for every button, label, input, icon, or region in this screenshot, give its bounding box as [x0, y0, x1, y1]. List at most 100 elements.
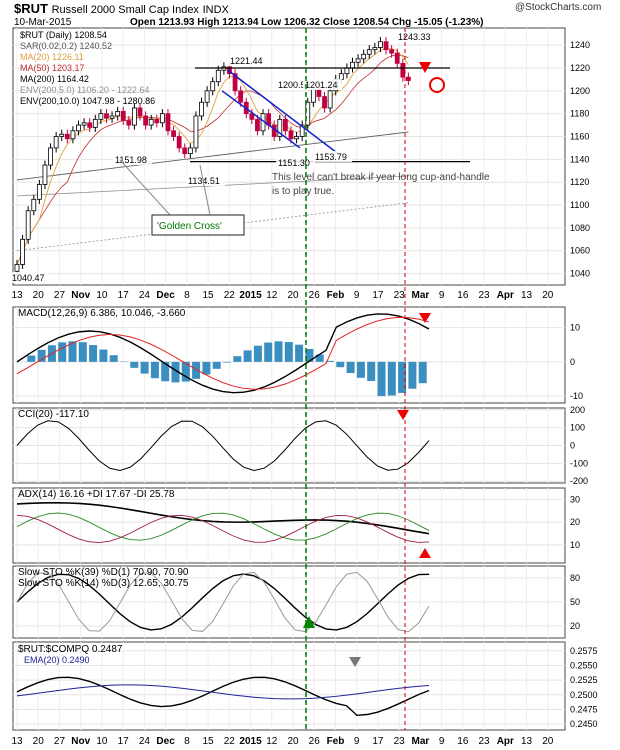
macd-hist-bar: [377, 361, 386, 397]
candle-body: [20, 238, 25, 265]
legend-adx: ADX(14) 16.16 +DI 17.67 -DI 25.78: [18, 489, 175, 500]
ytick-cci: 200: [570, 405, 585, 415]
xtick-top: 10: [96, 290, 108, 301]
candle-body: [327, 90, 333, 109]
price-label: 1200.52: [278, 80, 311, 90]
channel-lower: [221, 90, 301, 149]
xtick-bottom: 8: [184, 736, 190, 747]
highlight-circle: [429, 77, 445, 93]
ytick-price: 1220: [570, 63, 590, 73]
candle-body: [372, 47, 378, 51]
price-label-bg: [276, 79, 315, 90]
rel-line: [16, 676, 430, 717]
xtick-bottom: Dec: [156, 736, 175, 747]
golden-cross-label: 'Golden Cross': [157, 221, 222, 232]
ytick-adx: 10: [570, 540, 580, 550]
macd-hist-bar: [150, 361, 159, 379]
ytick-price: 1200: [570, 86, 590, 96]
xtick-top: 2015: [239, 290, 262, 301]
ytick-rel: 0.2475: [570, 704, 598, 714]
candle-body: [104, 113, 109, 119]
minus-di-line: [16, 514, 430, 543]
xtick-bottom: 17: [118, 736, 130, 747]
xtick-top: 23: [479, 290, 491, 301]
xtick-top: 15: [203, 290, 215, 301]
candle-body: [76, 124, 81, 132]
price-label: 1243.33: [398, 32, 431, 42]
candle-body: [238, 90, 244, 103]
ytick-sto: 20: [570, 621, 580, 631]
macd-hist-bar: [367, 361, 376, 382]
price-label: 1153.79: [315, 152, 347, 162]
legend-main-3: MA(50) 1203.17: [20, 63, 85, 73]
candle-body: [210, 81, 216, 92]
candle-body: [48, 147, 53, 166]
golden-cross-box: [151, 214, 245, 236]
candle-body: [344, 67, 350, 75]
candle-body: [126, 120, 132, 126]
xtick-bottom: 9: [439, 736, 445, 747]
macd-hist-bar: [109, 355, 118, 362]
sto-k14: [16, 571, 430, 633]
candle-body: [154, 118, 160, 124]
xtick-bottom: 24: [139, 736, 151, 747]
macd-hist-bar: [192, 361, 201, 379]
ytick-sto: 80: [570, 573, 580, 583]
ytick-price: 1180: [570, 109, 589, 119]
price-label-bg: [113, 154, 152, 165]
legend-main-6: ENV(200,10.0) 1047.98 - 1280.86: [20, 96, 155, 106]
candle-body: [165, 113, 171, 132]
xtick-bottom: 20: [33, 736, 45, 747]
macd-hist-bar: [326, 360, 334, 362]
red-arrow-cci: [397, 410, 409, 420]
golden-pointer-2: [199, 164, 211, 216]
ytick-rel: 0.2500: [570, 690, 598, 700]
price-label-bg: [228, 55, 267, 66]
sto-k39: [16, 573, 430, 631]
xtick-top: 13: [521, 290, 533, 301]
macd-hist-bar: [274, 341, 283, 362]
xtick-top: 16: [457, 290, 469, 301]
candle-body: [383, 41, 389, 51]
candle-body: [322, 96, 327, 109]
candle-body: [159, 113, 165, 124]
ytick-rel: 0.2575: [570, 646, 598, 656]
ytick-cci: 100: [570, 423, 585, 433]
xtick-bottom: Nov: [71, 736, 90, 747]
xtick-top: 17: [372, 290, 384, 301]
annotation-note1: This level can't break if year long cup-…: [272, 172, 490, 183]
candle-body: [42, 164, 48, 185]
xtick-top: 23: [394, 290, 406, 301]
candle-body: [355, 58, 361, 63]
candle-body: [31, 198, 37, 212]
macd-hist-bar: [387, 361, 396, 396]
candle-body: [249, 113, 255, 120]
price-label-bg: [276, 157, 315, 168]
candle-body: [294, 136, 299, 140]
candle-body: [389, 49, 395, 54]
xtick-bottom: Mar: [411, 736, 429, 747]
plus-di-line: [16, 512, 430, 541]
legend-rel-ema: EMA(20) 0.2490: [24, 655, 90, 665]
price-label-bg: [10, 272, 49, 283]
ytick-price: 1240: [570, 40, 590, 50]
candle-body: [282, 118, 288, 132]
golden-pointer-1: [119, 159, 171, 216]
price-label: 1151.30: [278, 158, 310, 168]
xtick-top: 13: [11, 290, 23, 301]
macd-line: [16, 313, 430, 394]
macd-hist-bar: [408, 361, 417, 389]
macd-hist-bar: [58, 342, 67, 362]
xtick-bottom: Feb: [327, 736, 345, 747]
credit[interactable]: @StockCharts.com: [515, 2, 602, 13]
candle-body: [338, 73, 344, 80]
xtick-bottom: 27: [54, 736, 66, 747]
ytick-price: 1080: [570, 223, 590, 233]
macd-hist-bar: [181, 361, 190, 382]
macd-hist-bar: [418, 361, 427, 384]
macd-signal: [16, 316, 430, 390]
candle-body: [204, 90, 210, 103]
candle-body: [378, 41, 383, 48]
